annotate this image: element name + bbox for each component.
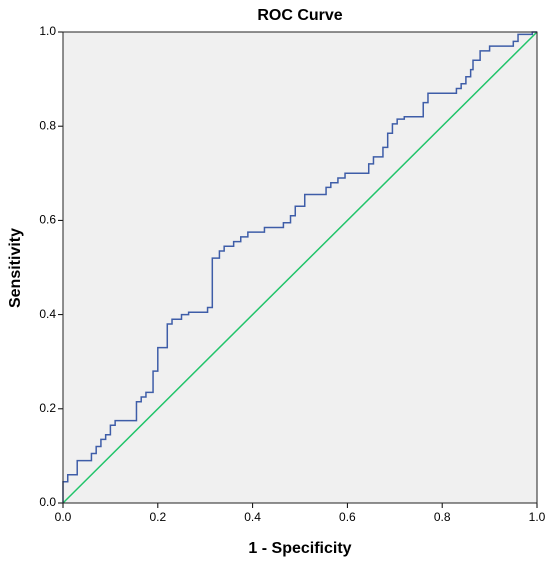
y-axis-label: Sensitivity: [7, 228, 24, 308]
x-tick-label: 0.0: [55, 510, 72, 524]
x-tick-label: 0.6: [339, 510, 356, 524]
y-tick-label: 0.0: [39, 495, 56, 509]
x-axis-label: 1 - Specificity: [248, 540, 351, 557]
reference-line: [62, 31, 538, 504]
y-tick-label: 0.6: [39, 213, 56, 227]
y-tick-label: 0.2: [39, 401, 56, 415]
y-tick-label: 1.0: [39, 24, 56, 38]
plot-border: [62, 31, 538, 504]
x-tick-label: 1.0: [529, 510, 546, 524]
x-tick-label: 0.8: [434, 510, 451, 524]
roc-curve: [62, 31, 537, 503]
x-tick-label: 0.2: [149, 510, 166, 524]
chart-title: ROC Curve: [257, 7, 342, 24]
y-tick-label: 0.4: [39, 307, 56, 321]
y-tick-label: 0.8: [39, 118, 56, 132]
x-tick-label: 0.4: [244, 510, 261, 524]
